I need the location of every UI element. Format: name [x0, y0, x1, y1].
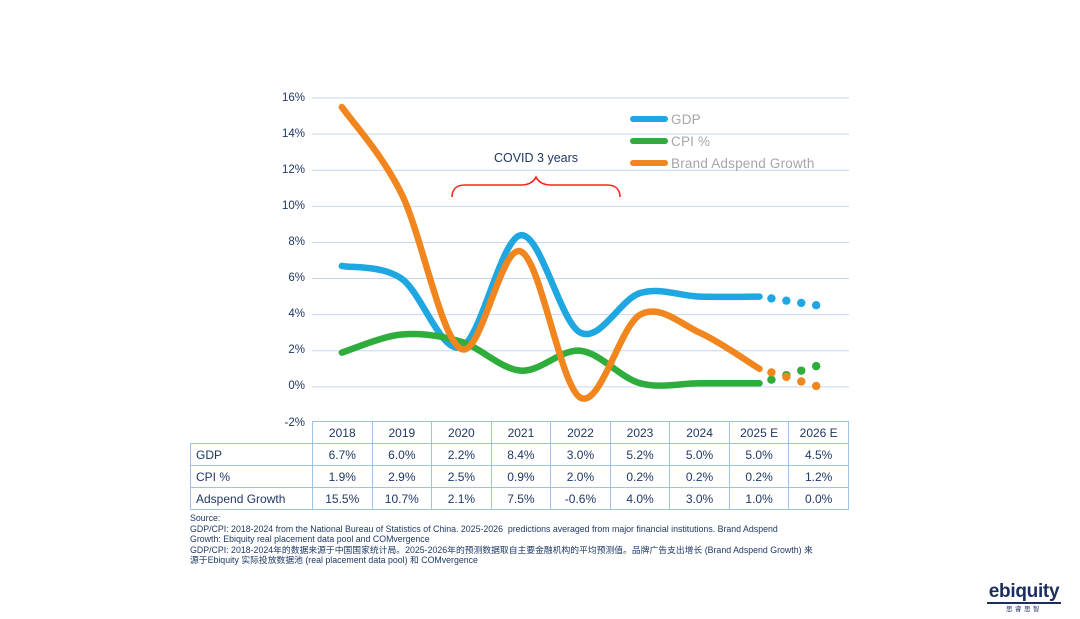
- legend-swatch: [630, 116, 668, 122]
- y-axis-tick-label: 4%: [288, 308, 305, 321]
- legend-item-brand-adspend-growth: Brand Adspend Growth: [630, 152, 815, 174]
- table-row: CPI % 1.9% 2.9% 2.5% 0.9% 2.0% 0.2% 0.2% 0.2% 1.2…: [190, 465, 849, 488]
- table-cell: 0.2%: [669, 465, 730, 488]
- table-cell: 5.2%: [609, 443, 671, 466]
- table-column-header: 2025 E: [728, 421, 790, 444]
- table-cell: 8.4%: [490, 443, 552, 466]
- logo-wordmark: ebiquity: [988, 581, 1060, 602]
- legend-swatch: [630, 160, 668, 166]
- forecast-dot: [767, 375, 776, 384]
- table-cell: 7.5%: [490, 487, 552, 510]
- table-row: Adspend Growth 15.5% 10.7% 2.1% 7.5% -0.6% 4.0…: [190, 487, 849, 510]
- table-cell: 15.5%: [312, 487, 373, 510]
- table-cell: 6.0%: [371, 443, 433, 466]
- forecast-dots-Brand Adspend Growth: [767, 368, 821, 391]
- table-column-header: 2022: [550, 421, 611, 444]
- data-table: 2018 2019 2020 2021 2022 2023 2024 2025 E 2026 E…: [190, 421, 849, 510]
- logo-underline: [987, 602, 1061, 604]
- table-row: GDP 6.7% 6.0% 2.2% 8.4% 3.0% 5.2% 5.0% 5.0% 4.5%: [190, 443, 849, 466]
- table-cell: 1.0%: [728, 487, 790, 510]
- table-cell: 3.0%: [550, 443, 611, 466]
- table-cell: 2.2%: [431, 443, 492, 466]
- y-axis-tick-label: 12%: [281, 163, 305, 176]
- covid-annotation-label: COVID 3 years: [493, 151, 579, 165]
- table-cell: 2.1%: [431, 487, 492, 510]
- source-note: Source: GDP/CPI: 2018-2024 from the Nati…: [190, 513, 813, 566]
- forecast-dot: [797, 298, 806, 308]
- table-cell: -0.6%: [550, 487, 611, 510]
- forecast-dot: [797, 366, 806, 375]
- table-cell: 0.2%: [609, 465, 671, 488]
- y-axis-tick-label: 10%: [281, 199, 305, 212]
- table-column-header: 2020: [431, 421, 492, 444]
- table-cell: 1.9%: [312, 465, 373, 488]
- table-cell: 6.7%: [312, 443, 373, 466]
- table-cell: 2.0%: [550, 465, 611, 488]
- forecast-dot: [767, 294, 776, 303]
- table-cell: 0.2%: [728, 465, 790, 488]
- table-cell: 5.0%: [669, 443, 730, 466]
- source-line: 源于Ebiquity 实际投放数据池 (real placement data …: [190, 555, 478, 566]
- table-row-label: GDP: [190, 443, 313, 466]
- table-corner-cell: [191, 422, 313, 444]
- y-axis-tick-label: 0%: [288, 380, 305, 393]
- chart-legend: GDP CPI % Brand Adspend Growth: [630, 108, 815, 174]
- table-cell: 4.0%: [609, 487, 671, 510]
- table-row-label: Adspend Growth: [190, 487, 313, 510]
- table-cell: 5.0%: [728, 443, 790, 466]
- table-column-header: 2026 E: [788, 421, 849, 444]
- y-axis-tick-label: -2%: [284, 416, 305, 429]
- legend-item-cpi-: CPI %: [630, 130, 815, 152]
- table-column-header: 2021: [490, 421, 552, 444]
- ebiquity-logo: ebiquity 思睿思智: [986, 581, 1062, 613]
- table-cell: 1.2%: [788, 465, 849, 488]
- forecast-dot: [811, 361, 821, 371]
- table-column-header: 2019: [371, 421, 433, 444]
- forecast-dot: [797, 377, 806, 386]
- covid-brace: [451, 175, 621, 198]
- legend-label: Brand Adspend Growth: [671, 155, 815, 171]
- legend-item-gdp: GDP: [630, 108, 815, 130]
- series-line-CPI %: [338, 330, 763, 389]
- y-axis-tick-label: 14%: [281, 127, 305, 140]
- table-cell: 2.5%: [431, 465, 492, 488]
- series-line-Brand Adspend Growth: [338, 103, 763, 402]
- source-line: GDP/CPI: 2018-2024 from the National Bur…: [190, 523, 778, 534]
- table-cell: 0.0%: [788, 487, 849, 510]
- logo-chinese-subtext: 思睿思智: [1006, 606, 1042, 613]
- forecast-dot: [782, 372, 791, 382]
- forecast-dots-GDP: [767, 294, 821, 310]
- source-line: GDP/CPI: 2018-2024年的数据来源于中国国家统计局。2025-20…: [190, 544, 813, 555]
- y-axis-tick-label: 6%: [288, 272, 305, 285]
- source-line: Source:: [190, 513, 221, 523]
- y-axis-tick-label: 8%: [288, 235, 305, 248]
- table-row-label: CPI %: [190, 465, 313, 488]
- table-cell: 10.7%: [371, 487, 433, 510]
- table-cell: 3.0%: [669, 487, 730, 510]
- table-cell: 0.9%: [490, 465, 552, 488]
- table-column-header: 2018: [312, 421, 373, 444]
- table-column-header: 2024: [669, 421, 730, 444]
- forecast-dot: [811, 381, 821, 391]
- table-cell: 2.9%: [371, 465, 433, 488]
- forecast-dot: [767, 368, 776, 377]
- forecast-dot: [782, 296, 791, 305]
- series-line-GDP: [338, 231, 763, 351]
- y-axis-tick-label: 2%: [288, 344, 305, 357]
- legend-label: CPI %: [671, 133, 711, 149]
- table-column-header: 2023: [609, 421, 671, 444]
- table-cell: 4.5%: [788, 443, 849, 466]
- source-line: Growth: Ebiquity real placement data poo…: [190, 534, 430, 545]
- legend-label: GDP: [671, 111, 701, 127]
- legend-swatch: [630, 138, 668, 144]
- y-axis-tick-label: 16%: [281, 91, 305, 104]
- forecast-dot: [811, 300, 821, 310]
